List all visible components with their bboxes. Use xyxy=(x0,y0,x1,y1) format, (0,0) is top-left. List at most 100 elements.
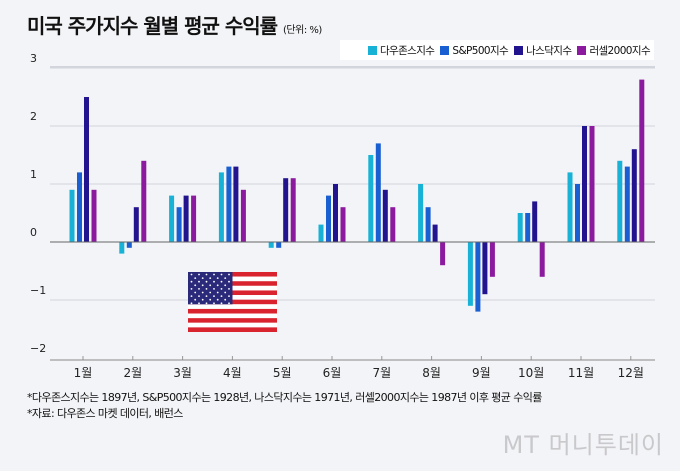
bar-0-5월 xyxy=(268,242,274,248)
flag-star xyxy=(209,284,212,287)
x-tick-label: 3월 xyxy=(173,366,192,380)
flag-star xyxy=(220,302,223,305)
legend-label: 나스닥지수 xyxy=(526,44,572,57)
flag-star xyxy=(220,280,223,283)
flag-star xyxy=(205,280,208,283)
flag-star xyxy=(213,295,215,297)
y-tick-label: 3 xyxy=(30,52,37,65)
x-tick-label: 6월 xyxy=(323,366,342,380)
bar-0-8월 xyxy=(418,184,424,242)
flag-star xyxy=(201,291,204,294)
flag-star xyxy=(213,302,215,305)
flag-star xyxy=(216,284,219,287)
flag-star xyxy=(209,277,212,279)
x-tick-label: 2월 xyxy=(123,366,142,380)
flag-star xyxy=(228,302,230,305)
legend-swatch xyxy=(577,45,587,55)
bar-0-12월 xyxy=(617,160,623,242)
legend-item: S&P500지수 xyxy=(440,43,509,58)
bar-1-3월 xyxy=(176,207,182,242)
bar-2-5월 xyxy=(283,178,289,242)
bar-0-2월 xyxy=(119,242,125,254)
flag-star xyxy=(198,295,200,297)
bar-3-9월 xyxy=(489,242,495,277)
x-tick-label: 7월 xyxy=(372,366,391,380)
flag-star xyxy=(216,291,219,294)
bar-2-2월 xyxy=(133,207,139,242)
bar-3-11월 xyxy=(589,126,595,242)
flag-star xyxy=(205,273,208,276)
flag-star xyxy=(224,298,227,301)
y-tick-label: −1 xyxy=(30,284,46,297)
bar-3-5월 xyxy=(290,178,296,242)
flag-star xyxy=(190,295,193,297)
flag-stripe xyxy=(188,304,277,309)
flag-star xyxy=(216,277,219,279)
y-tick-label: 1 xyxy=(30,168,37,181)
flag-star xyxy=(209,298,212,301)
y-tick-label: −2 xyxy=(30,342,46,355)
flag-star xyxy=(216,298,219,301)
bar-0-6월 xyxy=(318,224,324,242)
bar-1-12월 xyxy=(624,166,630,242)
bar-2-7월 xyxy=(382,189,388,242)
bar-2-11월 xyxy=(582,126,587,242)
flag-star xyxy=(205,295,208,297)
bar-3-6월 xyxy=(340,207,346,242)
bar-2-4월 xyxy=(233,166,239,242)
flag-star xyxy=(213,273,215,276)
bar-2-3월 xyxy=(183,195,189,242)
bar-1-10월 xyxy=(525,213,531,242)
unit-label: (단위: %) xyxy=(283,25,322,36)
flag-star xyxy=(201,298,204,301)
bar-0-4월 xyxy=(218,172,224,242)
bar-3-3월 xyxy=(191,195,197,242)
bar-0-3월 xyxy=(169,195,175,242)
bar-3-12월 xyxy=(639,79,645,242)
flag-stripe xyxy=(188,327,277,332)
bar-3-7월 xyxy=(390,207,396,242)
x-tick-label: 10월 xyxy=(518,366,544,380)
bar-2-10월 xyxy=(532,201,538,242)
legend-label: S&P500지수 xyxy=(452,44,509,57)
bar-3-2월 xyxy=(141,160,147,242)
x-tick-label: 1월 xyxy=(74,366,93,380)
x-tick-label: 9월 xyxy=(472,366,491,380)
chart-title: 미국 주가지수 월별 평균 수익률 (단위: %) xyxy=(27,10,322,39)
flag-star xyxy=(194,277,197,279)
flag-star xyxy=(213,288,215,290)
bar-1-7월 xyxy=(375,143,381,242)
flag-star xyxy=(205,302,208,305)
bar-3-4월 xyxy=(240,189,246,242)
flag-star xyxy=(190,280,193,283)
y-tick-label: 0 xyxy=(30,226,37,239)
flag-star xyxy=(194,298,197,301)
watermark-logo: MT 머니투데이 xyxy=(502,431,664,459)
flag-star xyxy=(194,284,197,287)
source-note: *자료: 다우존스 마켓 데이터, 배런스 xyxy=(27,407,183,420)
bar-1-6월 xyxy=(326,195,331,242)
flag-star xyxy=(198,302,200,305)
bar-0-7월 xyxy=(368,155,374,242)
flag-star xyxy=(190,288,193,290)
bar-1-9월 xyxy=(475,242,481,312)
bar-1-1월 xyxy=(77,172,82,242)
bar-3-8월 xyxy=(440,242,446,266)
legend-label: 러셀2000지수 xyxy=(589,44,650,57)
flag-star xyxy=(201,284,204,287)
flag-stripe xyxy=(188,308,277,314)
flag-star xyxy=(220,295,223,297)
flag-star xyxy=(190,273,193,276)
bar-2-8월 xyxy=(432,224,438,242)
x-tick-label: 12월 xyxy=(618,366,644,380)
bar-2-6월 xyxy=(333,184,338,242)
bar-1-2월 xyxy=(126,242,132,248)
legend-item: 러셀2000지수 xyxy=(577,43,651,58)
flag-star xyxy=(198,288,200,290)
legend-swatch xyxy=(440,45,450,55)
flag-star xyxy=(228,273,230,276)
flag-stripe xyxy=(188,318,277,323)
bar-2-12월 xyxy=(631,149,637,242)
x-tick-label: 11월 xyxy=(568,366,594,380)
flag-star xyxy=(198,273,200,276)
